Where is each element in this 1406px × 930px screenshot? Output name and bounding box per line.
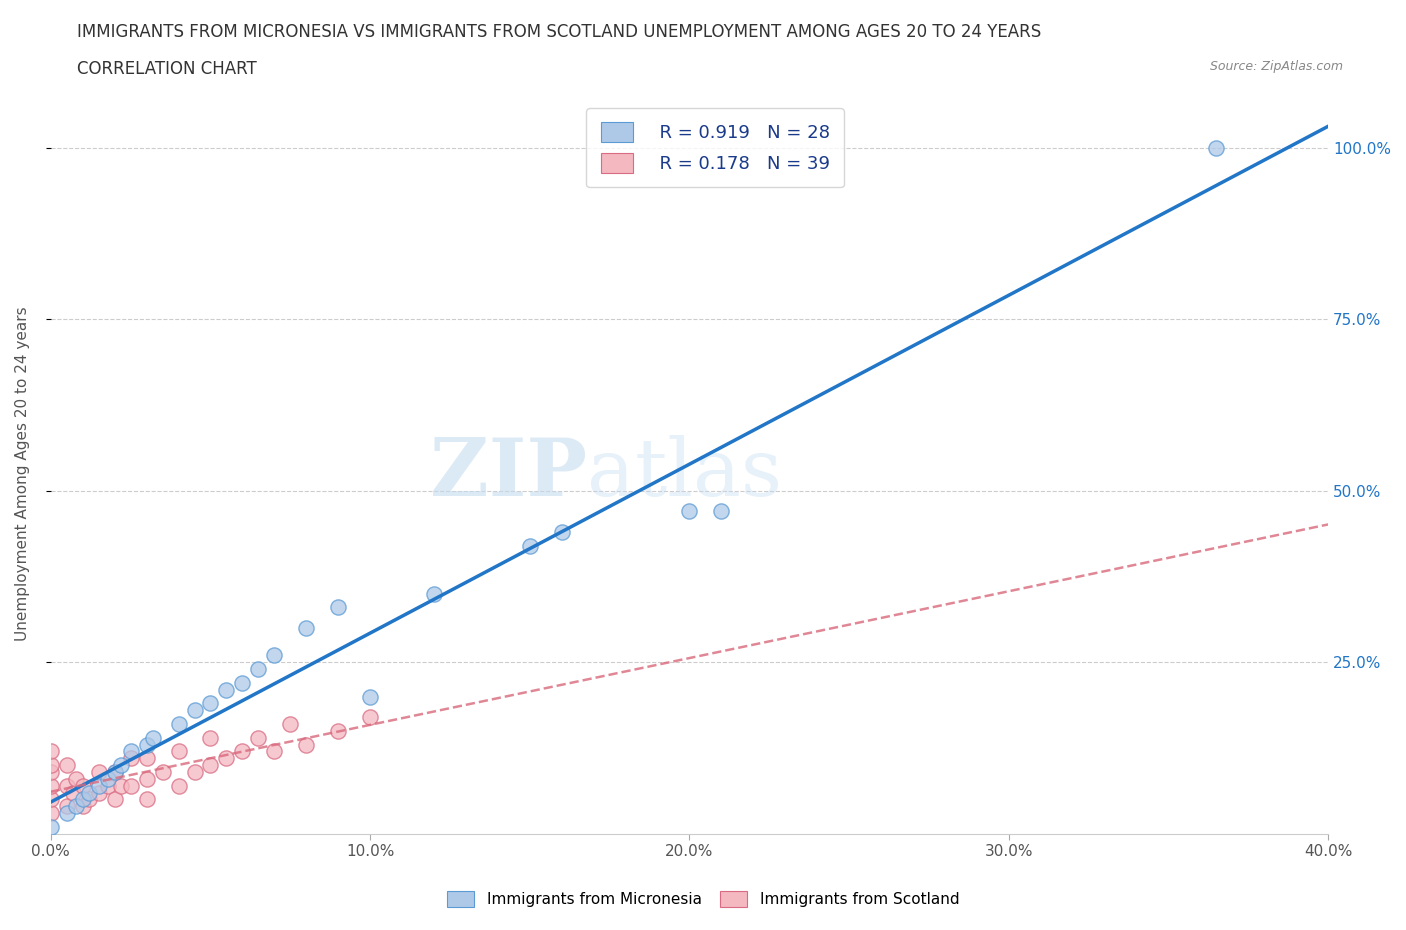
Point xyxy=(200,730,222,745)
Point xyxy=(231,675,253,690)
Point xyxy=(167,716,190,731)
Point xyxy=(263,648,285,663)
Point xyxy=(39,792,62,807)
Point xyxy=(200,758,222,773)
Point xyxy=(87,764,110,779)
Point xyxy=(423,586,446,601)
Point xyxy=(359,689,381,704)
Point xyxy=(247,661,270,676)
Point xyxy=(56,778,79,793)
Point xyxy=(39,764,62,779)
Point xyxy=(39,819,62,834)
Point xyxy=(167,744,190,759)
Point xyxy=(710,504,733,519)
Point xyxy=(104,764,127,779)
Point xyxy=(72,778,94,793)
Point xyxy=(328,724,350,738)
Point xyxy=(263,744,285,759)
Point xyxy=(39,758,62,773)
Point xyxy=(39,805,62,820)
Point xyxy=(72,799,94,814)
Point xyxy=(65,772,87,787)
Point xyxy=(62,785,84,800)
Point xyxy=(295,737,318,752)
Point xyxy=(97,772,120,787)
Point xyxy=(135,751,157,765)
Text: IMMIGRANTS FROM MICRONESIA VS IMMIGRANTS FROM SCOTLAND UNEMPLOYMENT AMONG AGES 2: IMMIGRANTS FROM MICRONESIA VS IMMIGRANTS… xyxy=(77,23,1042,41)
Point xyxy=(152,764,174,779)
Text: ZIP: ZIP xyxy=(430,434,588,512)
Point xyxy=(65,799,87,814)
Text: CORRELATION CHART: CORRELATION CHART xyxy=(77,60,257,78)
Point xyxy=(519,538,541,553)
Point xyxy=(135,792,157,807)
Point xyxy=(110,758,132,773)
Point xyxy=(551,525,574,539)
Point xyxy=(328,600,350,615)
Point xyxy=(87,785,110,800)
Point xyxy=(39,744,62,759)
Point xyxy=(56,805,79,820)
Point xyxy=(77,785,100,800)
Point xyxy=(215,683,238,698)
Point xyxy=(231,744,253,759)
Text: atlas: atlas xyxy=(588,434,782,512)
Point xyxy=(120,751,142,765)
Point xyxy=(183,703,205,718)
Legend:   R = 0.919   N = 28,   R = 0.178   N = 39: R = 0.919 N = 28, R = 0.178 N = 39 xyxy=(586,108,844,188)
Point xyxy=(87,778,110,793)
Point xyxy=(120,778,142,793)
Point xyxy=(97,778,120,793)
Point xyxy=(200,696,222,711)
Point xyxy=(56,799,79,814)
Point xyxy=(72,792,94,807)
Point xyxy=(295,620,318,635)
Point xyxy=(39,778,62,793)
Point xyxy=(110,778,132,793)
Point xyxy=(183,764,205,779)
Text: Source: ZipAtlas.com: Source: ZipAtlas.com xyxy=(1209,60,1343,73)
Point xyxy=(359,710,381,724)
Point xyxy=(104,764,127,779)
Point xyxy=(278,716,301,731)
Point xyxy=(678,504,700,519)
Point xyxy=(135,772,157,787)
Y-axis label: Unemployment Among Ages 20 to 24 years: Unemployment Among Ages 20 to 24 years xyxy=(15,306,30,641)
Point xyxy=(142,730,165,745)
Legend: Immigrants from Micronesia, Immigrants from Scotland: Immigrants from Micronesia, Immigrants f… xyxy=(439,883,967,915)
Point xyxy=(135,737,157,752)
Point xyxy=(1205,140,1227,155)
Point xyxy=(247,730,270,745)
Point xyxy=(167,778,190,793)
Point xyxy=(104,792,127,807)
Point xyxy=(77,792,100,807)
Point xyxy=(215,751,238,765)
Point xyxy=(120,744,142,759)
Point xyxy=(56,758,79,773)
